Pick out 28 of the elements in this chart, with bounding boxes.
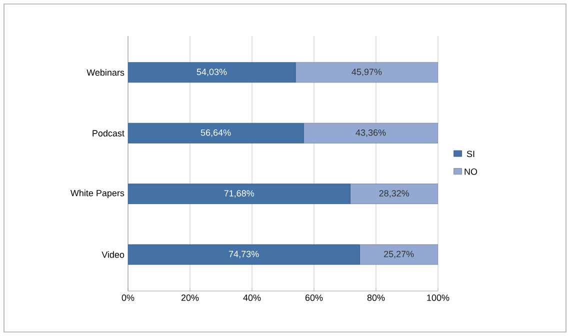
data-label: 25,27%	[384, 250, 414, 258]
bar	[303, 122, 438, 144]
data-label: 43,36%	[356, 129, 386, 137]
bar	[128, 184, 350, 204]
data-label: 74,73%	[229, 250, 259, 258]
x-tick-label: 80%	[367, 294, 385, 301]
bar	[359, 244, 438, 265]
bar	[295, 62, 438, 83]
bar	[128, 62, 296, 83]
data-label: 56,64%	[200, 129, 231, 137]
y-tick-label: Podcast	[92, 130, 124, 136]
y-tick-label: Video	[102, 251, 124, 258]
legend-label: SI	[466, 150, 474, 158]
legend-label: NO	[464, 168, 478, 175]
data-label: 54,03%	[196, 68, 227, 76]
data-label: 28,32%	[379, 190, 410, 198]
x-tick-label: 20%	[181, 294, 199, 301]
x-tick-label: 100%	[427, 294, 450, 301]
y-tick-label: White Papers	[70, 190, 124, 198]
data-label: 45,97%	[352, 68, 382, 76]
bar	[350, 184, 438, 204]
y-tick-label: Webinars	[86, 69, 124, 76]
x-tick-label: 40%	[243, 294, 261, 301]
x-tick-label: 60%	[305, 294, 323, 301]
data-label: 71,68%	[224, 190, 254, 198]
bar	[128, 122, 304, 144]
bar	[128, 244, 360, 265]
x-tick-label: 0%	[122, 294, 134, 301]
